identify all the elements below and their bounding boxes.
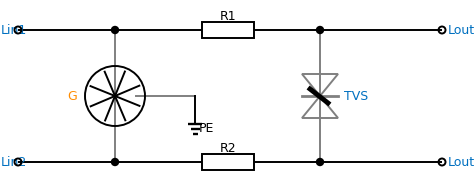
Text: G: G: [67, 89, 77, 103]
Text: PE: PE: [199, 122, 214, 136]
Circle shape: [112, 159, 118, 166]
Bar: [202, 154, 254, 170]
Circle shape: [316, 26, 323, 33]
Text: R2: R2: [219, 142, 237, 156]
Text: Lout2: Lout2: [448, 156, 475, 169]
Text: Lin1: Lin1: [1, 23, 27, 36]
Text: R1: R1: [219, 11, 237, 23]
Text: TVS: TVS: [344, 89, 368, 103]
Circle shape: [316, 159, 323, 166]
Bar: [202, 22, 254, 38]
Text: Lin2: Lin2: [1, 156, 27, 169]
Text: Lout1: Lout1: [448, 23, 475, 36]
Circle shape: [112, 26, 118, 33]
